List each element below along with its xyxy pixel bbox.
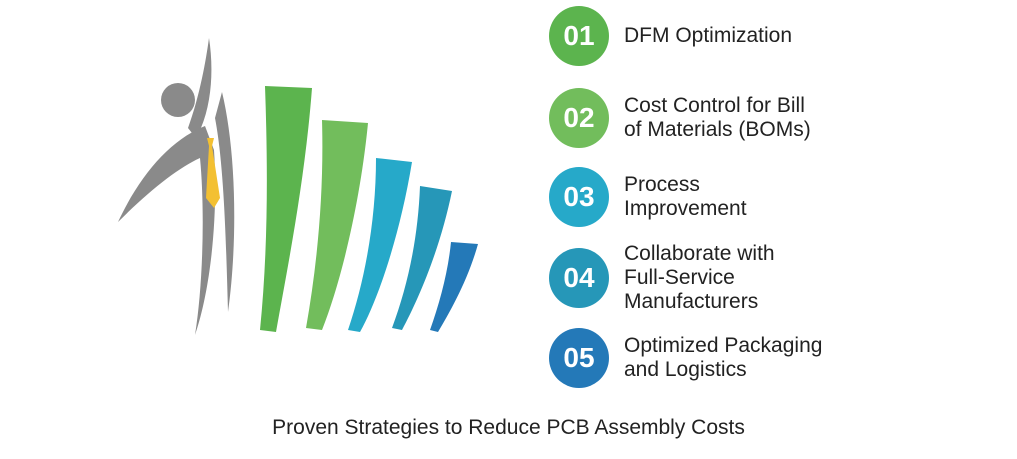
tie-icon [206, 138, 220, 208]
growth-bar-5 [430, 242, 478, 332]
step-badge-1: 01 [549, 6, 609, 66]
step-label-5: Optimized Packaging and Logistics [624, 334, 823, 381]
step-badge-3: 03 [549, 167, 609, 227]
step-badge-4: 04 [549, 248, 609, 308]
person-body-outer [118, 126, 216, 335]
person-body-inner [215, 92, 235, 312]
growth-bar-3 [348, 158, 412, 332]
step-label-1: DFM Optimization [624, 24, 793, 47]
growth-illustration [118, 38, 478, 335]
step-badge-2: 02 [549, 88, 609, 148]
growth-bar-1 [260, 86, 312, 332]
step-item-1: 01 DFM Optimization [549, 6, 792, 66]
step-label-2: Cost Control for Bill of Materials (BOMs… [624, 94, 811, 141]
person-arm-raised [188, 38, 212, 138]
bar-group [260, 86, 478, 332]
step-item-2: 02 Cost Control for Bill of Materials (B… [549, 88, 811, 148]
person-head [161, 83, 195, 117]
growth-bar-2 [306, 120, 368, 330]
growth-bar-4 [392, 186, 452, 330]
step-item-5: 05 Optimized Packaging and Logistics [549, 328, 822, 388]
caption: Proven Strategies to Reduce PCB Assembly… [272, 416, 745, 439]
person-figure-icon [118, 38, 235, 335]
step-item-4: 04 Collaborate with Full-Service Manufac… [549, 242, 775, 313]
step-label-3: Process Improvement [624, 173, 747, 220]
step-label-4: Collaborate with Full-Service Manufactur… [624, 242, 775, 313]
step-badge-5: 05 [549, 328, 609, 388]
step-item-3: 03 Process Improvement [549, 167, 747, 227]
